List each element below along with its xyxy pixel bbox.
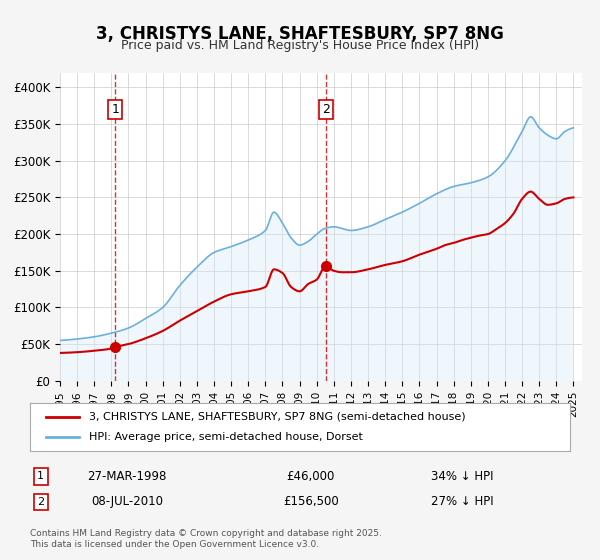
Text: Price paid vs. HM Land Registry's House Price Index (HPI): Price paid vs. HM Land Registry's House … [121,39,479,52]
Text: 27% ↓ HPI: 27% ↓ HPI [431,496,493,508]
Text: 34% ↓ HPI: 34% ↓ HPI [431,470,493,483]
Text: Contains HM Land Registry data © Crown copyright and database right 2025.
This d: Contains HM Land Registry data © Crown c… [30,529,382,549]
Text: 3, CHRISTYS LANE, SHAFTESBURY, SP7 8NG: 3, CHRISTYS LANE, SHAFTESBURY, SP7 8NG [96,25,504,43]
Text: 2: 2 [322,103,329,116]
Text: HPI: Average price, semi-detached house, Dorset: HPI: Average price, semi-detached house,… [89,432,363,442]
Text: 08-JUL-2010: 08-JUL-2010 [91,496,163,508]
Text: 1: 1 [37,471,44,481]
Text: 3, CHRISTYS LANE, SHAFTESBURY, SP7 8NG (semi-detached house): 3, CHRISTYS LANE, SHAFTESBURY, SP7 8NG (… [89,412,466,422]
Text: 1: 1 [112,103,119,116]
Text: £46,000: £46,000 [287,470,335,483]
Text: 27-MAR-1998: 27-MAR-1998 [88,470,167,483]
Text: 2: 2 [37,497,44,507]
Text: £156,500: £156,500 [283,496,338,508]
